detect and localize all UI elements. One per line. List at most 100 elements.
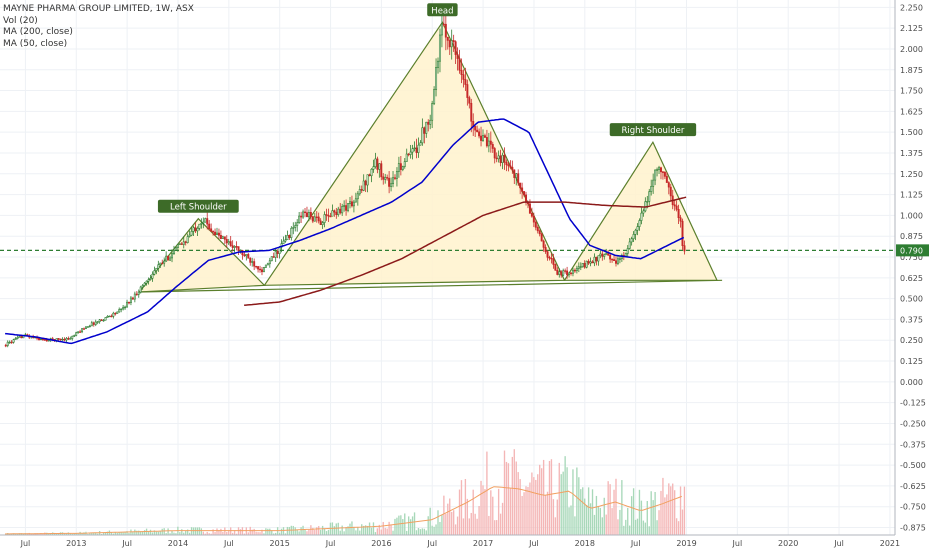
candle-body [329, 215, 332, 218]
volume-bar [470, 512, 472, 535]
candle-body [204, 218, 207, 223]
volume-bar [306, 531, 308, 535]
candle-body [77, 331, 80, 333]
candle-body [86, 326, 89, 328]
candle-body [120, 308, 123, 311]
volume-bar [607, 481, 609, 535]
volume-bar [638, 489, 641, 535]
candle-body [323, 214, 326, 223]
volume-bar [537, 474, 539, 535]
candle-body [511, 166, 514, 171]
candle-body [104, 317, 107, 321]
candle-body [683, 245, 686, 252]
price-tick-label: -0.375 [900, 440, 926, 449]
volume-ma-line [5, 486, 682, 535]
candle-body [61, 338, 64, 341]
neckline [139, 279, 723, 293]
price-tick-label: 0.000 [900, 378, 923, 387]
volume-bar [132, 531, 134, 535]
candle-body [259, 268, 262, 271]
volume-bar [128, 532, 130, 535]
volume-bar [480, 480, 482, 535]
candle-body [304, 211, 307, 214]
candle-body [243, 254, 246, 257]
candle-body [401, 166, 404, 170]
candle-body [210, 228, 213, 232]
candle-body [663, 171, 666, 177]
volume-bar [503, 450, 506, 535]
candle-body [491, 144, 494, 149]
volume-bar [110, 532, 113, 535]
volume-bar [288, 526, 291, 535]
volume-bar [267, 528, 269, 535]
volume-bar [136, 530, 138, 535]
volume-bar [417, 528, 420, 535]
volume-bar [147, 531, 150, 535]
volume-bar [597, 506, 600, 535]
time-tick-label: Jul [833, 539, 844, 548]
candle-body [358, 189, 361, 195]
pattern-label-box [157, 199, 239, 213]
volume-bar [364, 525, 367, 535]
volume-bar [396, 517, 398, 535]
volume-bar [447, 503, 449, 535]
volume-bar [681, 509, 684, 535]
volume-bar [505, 461, 508, 535]
candle-body [673, 204, 676, 207]
volume-bar [188, 532, 191, 535]
volume-bar [122, 532, 124, 535]
volume-bar [599, 508, 602, 535]
candle-body [75, 332, 78, 336]
volume-bar [196, 527, 199, 535]
volume-bar [200, 528, 203, 535]
candle-body [286, 234, 289, 241]
volume-bar [636, 518, 639, 535]
candle-body [79, 331, 82, 333]
volume-bar [151, 532, 154, 535]
candle-body [656, 169, 659, 171]
candle-body [658, 167, 661, 170]
candle-body [274, 251, 277, 258]
volume-bar [587, 487, 590, 535]
candle-body [302, 211, 305, 218]
candle-body [233, 246, 236, 248]
volume-bar [141, 531, 144, 535]
volume-bar [153, 530, 156, 535]
candle-body [521, 187, 524, 192]
price-tick-label: -0.750 [900, 503, 926, 512]
volume-bar [349, 523, 351, 535]
price-tick-label: 1.500 [900, 128, 923, 137]
volume-bar [212, 529, 214, 535]
price-tick-label: 0.500 [900, 295, 923, 304]
volume-bar [585, 504, 588, 535]
candle-body [349, 201, 351, 204]
candle-body [59, 338, 62, 341]
volume-bar [425, 530, 427, 535]
candle-body [628, 241, 631, 249]
volume-bar [511, 456, 514, 535]
candle-body [560, 271, 563, 276]
volume-bar [576, 467, 578, 535]
price-tick-label: 0.750 [900, 253, 923, 262]
volume-bar [233, 530, 236, 535]
volume-bar [198, 527, 201, 535]
candle-body [497, 155, 500, 160]
candle-body [679, 217, 682, 222]
volume-bar [102, 532, 105, 535]
candle-body [677, 209, 680, 219]
pattern-triangle [563, 140, 718, 281]
candle-body [192, 227, 195, 232]
candle-body [18, 336, 21, 338]
volume-bar [621, 480, 623, 535]
volume-bar [611, 508, 613, 535]
volume-bar [644, 522, 647, 535]
candle-body [562, 270, 565, 276]
candle-body [229, 241, 232, 246]
candle-body [225, 238, 228, 244]
candle-body [321, 222, 324, 225]
volume-bar [497, 488, 500, 535]
candle-body [139, 286, 142, 293]
candle-body [319, 220, 322, 225]
